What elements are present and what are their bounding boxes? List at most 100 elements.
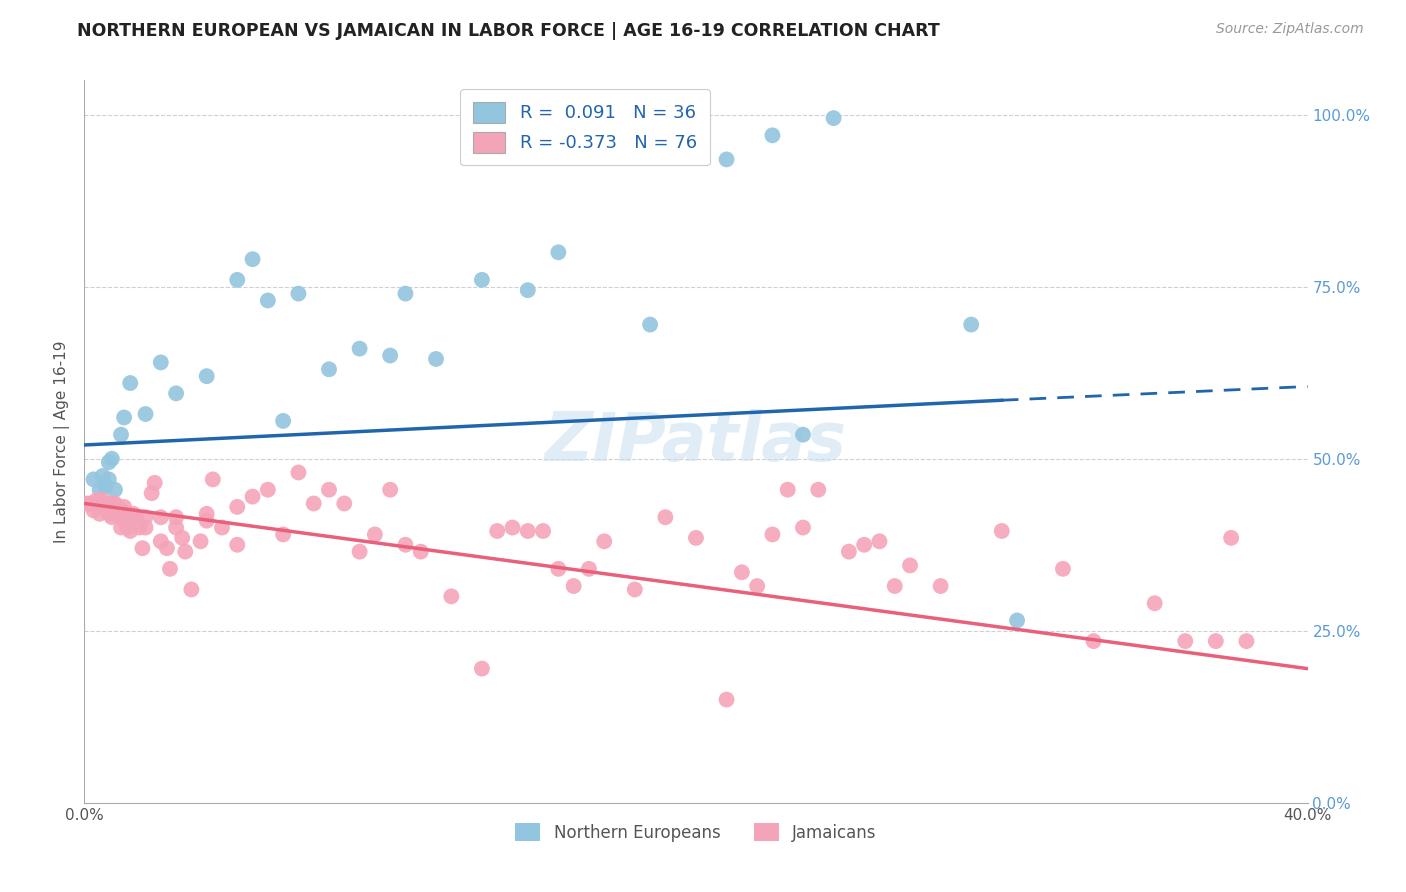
- Point: [91, 493, 114, 508]
- Point: [211, 520, 233, 534]
- Point: [685, 531, 707, 545]
- Point: [135, 510, 157, 524]
- Text: ZIPatlas: ZIPatlas: [546, 409, 846, 475]
- Point: [318, 362, 340, 376]
- Point: [97, 496, 120, 510]
- Point: [131, 541, 153, 556]
- Point: [761, 128, 783, 143]
- Point: [195, 507, 218, 521]
- Point: [271, 414, 294, 428]
- Point: [257, 483, 280, 497]
- Point: [929, 579, 952, 593]
- Point: [89, 483, 111, 497]
- Point: [1220, 531, 1243, 545]
- Point: [409, 544, 432, 558]
- Point: [838, 544, 860, 558]
- Point: [128, 520, 150, 534]
- Point: [190, 534, 212, 549]
- Point: [287, 466, 309, 480]
- Point: [91, 469, 114, 483]
- Point: [101, 451, 124, 466]
- Point: [120, 376, 142, 390]
- Point: [1236, 634, 1258, 648]
- Point: [242, 252, 264, 267]
- Point: [226, 273, 249, 287]
- Point: [1083, 634, 1105, 648]
- Point: [364, 527, 387, 541]
- Point: [394, 538, 416, 552]
- Point: [242, 490, 264, 504]
- Point: [83, 472, 105, 486]
- Point: [883, 579, 905, 593]
- Text: NORTHERN EUROPEAN VS JAMAICAN IN LABOR FORCE | AGE 16-19 CORRELATION CHART: NORTHERN EUROPEAN VS JAMAICAN IN LABOR F…: [77, 22, 941, 40]
- Point: [107, 500, 129, 514]
- Point: [141, 486, 163, 500]
- Point: [318, 483, 340, 497]
- Point: [578, 111, 600, 125]
- Point: [94, 500, 117, 514]
- Point: [86, 493, 108, 508]
- Point: [823, 111, 845, 125]
- Point: [516, 283, 538, 297]
- Point: [716, 692, 738, 706]
- Point: [122, 507, 145, 521]
- Point: [120, 510, 142, 524]
- Point: [112, 514, 135, 528]
- Point: [547, 562, 569, 576]
- Point: [638, 318, 661, 332]
- Point: [486, 524, 509, 538]
- Point: [120, 524, 142, 538]
- Point: [97, 455, 120, 469]
- Point: [104, 507, 127, 521]
- Point: [578, 562, 600, 576]
- Point: [593, 534, 616, 549]
- Point: [349, 544, 371, 558]
- Point: [869, 534, 891, 549]
- Point: [149, 534, 172, 549]
- Point: [792, 520, 814, 534]
- Point: [394, 286, 416, 301]
- Point: [624, 582, 647, 597]
- Point: [135, 520, 157, 534]
- Point: [747, 579, 769, 593]
- Point: [898, 558, 921, 573]
- Legend: Northern Europeans, Jamaicans: Northern Europeans, Jamaicans: [509, 817, 883, 848]
- Point: [333, 496, 356, 510]
- Point: [853, 538, 876, 552]
- Point: [159, 562, 181, 576]
- Point: [104, 496, 127, 510]
- Point: [302, 496, 325, 510]
- Text: Source: ZipAtlas.com: Source: ZipAtlas.com: [1216, 22, 1364, 37]
- Point: [1005, 614, 1028, 628]
- Point: [1205, 634, 1227, 648]
- Point: [1174, 634, 1197, 648]
- Point: [110, 520, 132, 534]
- Point: [425, 351, 447, 366]
- Point: [502, 520, 524, 534]
- Point: [1052, 562, 1074, 576]
- Point: [104, 483, 127, 497]
- Point: [776, 483, 799, 497]
- Point: [156, 541, 179, 556]
- Point: [165, 520, 187, 534]
- Point: [149, 355, 172, 369]
- Point: [654, 510, 676, 524]
- Point: [531, 524, 554, 538]
- Point: [380, 349, 402, 363]
- Point: [180, 582, 202, 597]
- Point: [91, 500, 114, 514]
- Point: [110, 503, 132, 517]
- Point: [562, 579, 585, 593]
- Point: [226, 538, 249, 552]
- Point: [226, 500, 249, 514]
- Point: [135, 407, 157, 421]
- Point: [112, 410, 135, 425]
- Point: [440, 590, 463, 604]
- Point: [89, 500, 111, 514]
- Point: [143, 475, 166, 490]
- Point: [174, 544, 197, 558]
- Point: [716, 153, 738, 167]
- Y-axis label: In Labor Force | Age 16-19: In Labor Force | Age 16-19: [55, 340, 70, 543]
- Point: [201, 472, 224, 486]
- Point: [89, 507, 111, 521]
